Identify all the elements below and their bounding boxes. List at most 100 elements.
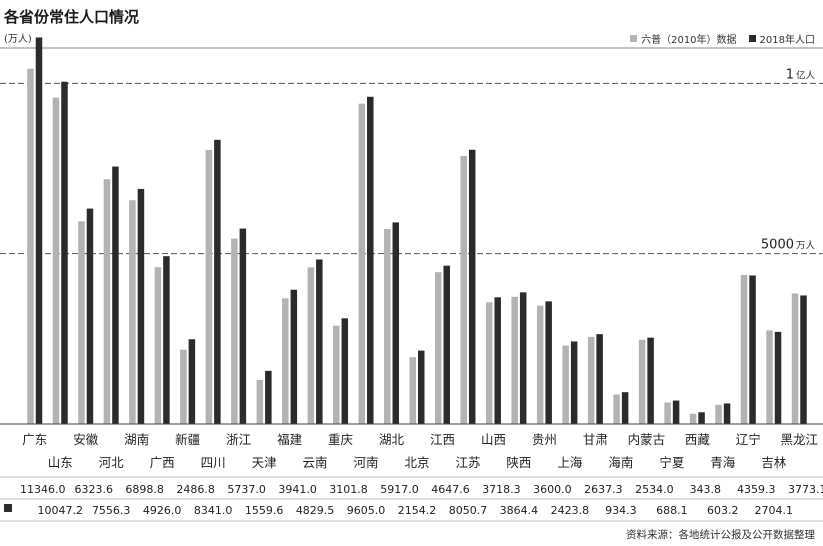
value-label-2018: 688.1 (656, 504, 688, 517)
category-label: 吉林 (761, 455, 787, 470)
value-label-2018: 4926.0 (143, 504, 182, 517)
bar-2018 (112, 166, 119, 425)
category-label: 北京 (404, 455, 429, 470)
value-label-2018: 2637.3 (584, 483, 623, 496)
category-label: 重庆 (328, 432, 354, 447)
legend-label-2010: 六普（2010年）数据 (641, 35, 737, 46)
category-label: 四川 (201, 455, 226, 470)
value-label-2018: 2534.0 (635, 483, 674, 496)
category-label: 陕西 (506, 455, 531, 470)
bar-2018 (545, 301, 552, 424)
category-label: 安徽 (73, 432, 99, 447)
bar-2010 (689, 413, 697, 424)
bar-2010 (460, 156, 467, 424)
value-label-2018: 3600.0 (533, 483, 572, 496)
bar-2018 (341, 318, 349, 424)
value-label-2018: 3864.4 (500, 504, 539, 517)
category-label: 广西 (150, 455, 175, 470)
bar-2010 (587, 336, 595, 424)
category-label: 江苏 (455, 455, 480, 470)
bar-2010 (333, 325, 340, 424)
bar-2010 (103, 179, 111, 424)
category-label: 福建 (277, 432, 303, 447)
value-label-2018: 4829.5 (296, 504, 335, 517)
bar-2018 (290, 289, 298, 424)
category-label: 内蒙古 (628, 432, 666, 447)
category-label: 山东 (48, 455, 73, 470)
bar-2010 (231, 238, 238, 424)
bar-2018 (392, 222, 400, 424)
category-label: 湖南 (124, 432, 149, 447)
bar-2010 (664, 402, 671, 424)
bar-2018 (570, 341, 578, 424)
bar-2010 (562, 345, 569, 424)
bar-2010 (180, 349, 187, 424)
value-label-2018: 2154.2 (398, 504, 437, 517)
category-label: 青海 (710, 455, 736, 470)
category-label: 新疆 (175, 432, 200, 447)
category-label: 江西 (430, 432, 455, 447)
bar-2018 (61, 81, 68, 424)
category-label: 浙江 (226, 432, 251, 447)
bar-2018 (367, 96, 374, 425)
category-label: 上海 (557, 455, 583, 470)
bar-2018 (723, 403, 731, 424)
bar-2018 (468, 149, 476, 424)
bar-2018 (494, 297, 501, 424)
category-label: 西藏 (685, 432, 711, 447)
reference-line-label: 1 (786, 67, 794, 82)
category-label: 云南 (303, 455, 328, 470)
bar-2018 (749, 275, 756, 424)
bar-2018 (800, 295, 807, 424)
bar-2018 (519, 292, 527, 424)
value-label-2018: 1559.6 (245, 504, 284, 517)
category-label: 山西 (481, 432, 506, 447)
category-label: 贵州 (532, 432, 557, 447)
bar-2010 (511, 296, 518, 424)
bar-2018 (596, 334, 603, 424)
legend-swatch-2018 (748, 35, 756, 42)
category-label: 河南 (354, 455, 379, 470)
bar-2018 (418, 350, 425, 424)
bar-2018 (239, 228, 247, 424)
value-row-marker (4, 504, 12, 512)
value-label-2018: 6898.8 (125, 483, 164, 496)
bar-2010 (791, 293, 799, 424)
reference-line-label: 5000 (761, 238, 794, 253)
value-label-2018: 11346.0 (20, 483, 66, 496)
bar-2018 (647, 337, 654, 424)
value-label-2018: 343.8 (690, 483, 722, 496)
reference-line-unit: 万人 (796, 241, 816, 252)
value-label-2018: 5737.0 (227, 483, 266, 496)
value-label-2018: 3101.8 (329, 483, 368, 496)
value-label-2018: 8341.0 (194, 504, 233, 517)
bar-2018 (443, 265, 450, 424)
bar-2010 (740, 274, 748, 424)
bar-2010 (613, 394, 620, 424)
source-note: 资料来源：各地统计公报及公开数据整理 (626, 529, 815, 541)
category-label: 宁夏 (659, 455, 685, 470)
bar-2010 (27, 68, 34, 424)
legend-swatch-2010 (630, 35, 638, 42)
value-label-2018: 8050.7 (449, 504, 488, 517)
bar-2018 (188, 339, 196, 424)
legend-label-2018: 2018年人口 (759, 35, 815, 46)
value-label-2018: 2704.1 (755, 504, 794, 517)
bar-2010 (52, 97, 60, 424)
value-label-2018: 2486.8 (176, 483, 215, 496)
legend: 六普（2010年）数据 2018年人口 (630, 31, 815, 46)
reference-line-unit: 亿人 (796, 69, 816, 81)
category-label: 广东 (22, 432, 47, 447)
value-label-2018: 3941.0 (278, 483, 317, 496)
value-label-2018: 3773.1 (788, 483, 823, 496)
bar-2018 (316, 259, 323, 424)
value-label-2018: 4359.3 (737, 483, 776, 496)
value-label-2018: 7556.3 (92, 504, 131, 517)
bar-2010 (78, 221, 85, 424)
value-label-2018: 934.3 (605, 504, 637, 517)
bar-2018 (35, 37, 43, 425)
bar-2010 (485, 302, 493, 424)
bar-2018 (137, 188, 145, 424)
bar-2018 (672, 400, 680, 424)
bar-2010 (307, 267, 315, 424)
